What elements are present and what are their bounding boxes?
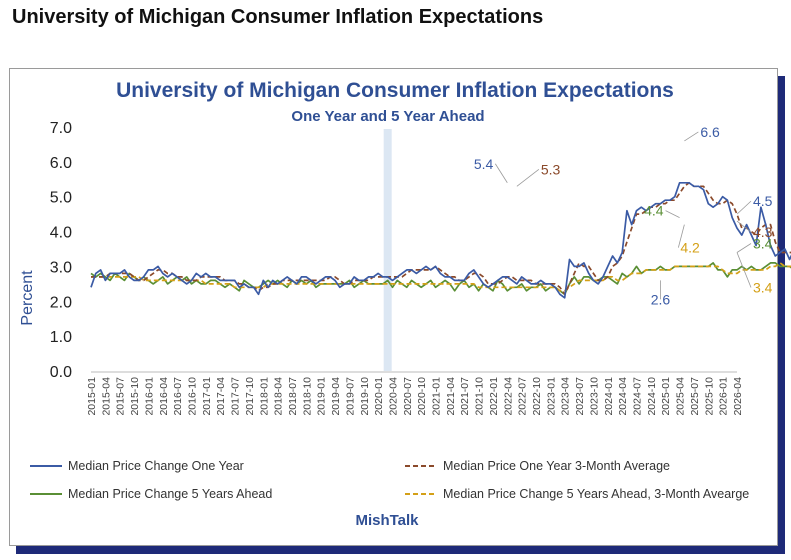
x-tick-label: 2016-04 [158, 377, 170, 416]
series-line-2 [91, 181, 791, 296]
annotation-leader [516, 168, 540, 187]
x-tick-label: 2023-04 [560, 377, 572, 416]
legend-label: Median Price One Year 3-Month Average [443, 459, 670, 473]
x-tick-label: 2019-01 [316, 377, 328, 416]
x-tick-label: 2025-04 [675, 377, 687, 416]
chart-frame [9, 68, 778, 546]
covid-highlight-band [383, 129, 392, 371]
x-tick-label: 2022-07 [517, 377, 529, 416]
y-tick-label: 7.0 [50, 120, 72, 137]
series-line-3 [90, 262, 791, 296]
x-tick-label: 2022-04 [502, 377, 514, 416]
y-tick-label: 6.0 [50, 155, 72, 172]
x-tick-label: 2021-01 [431, 377, 443, 416]
x-tick-label: 2025-10 [703, 377, 715, 416]
series-layer [90, 181, 791, 299]
x-tick-label: 2016-10 [186, 377, 198, 416]
annotation-label: 5.4 [474, 156, 494, 172]
x-tick-label: 2019-10 [359, 377, 371, 416]
y-tick-label: 1.0 [50, 329, 72, 346]
x-tick-label: 2024-01 [603, 377, 615, 416]
x-tick-label: 2017-01 [201, 377, 213, 416]
page-heading: University of Michigan Consumer Inflatio… [12, 6, 544, 28]
x-tick-label: 2021-07 [459, 377, 471, 416]
annotation-label: 4.4 [644, 203, 664, 219]
annotations: 5.4 5.32.66.64.44.24.54.33.43.4 [474, 124, 773, 307]
x-tick-label: 2025-07 [689, 377, 701, 416]
legend: Median Price Change One Year Median Price… [30, 459, 749, 501]
x-tick-label: 2015-01 [86, 377, 98, 416]
x-tick-label: 2015-04 [100, 377, 112, 416]
x-tick-label: 2020-01 [373, 377, 385, 416]
x-tick-label: 2021-10 [474, 377, 486, 416]
legend-label: Median Price Change 5 Years Ahead [68, 487, 272, 501]
annotation-label: 6.6 [700, 124, 720, 140]
x-tick-label: 2022-01 [488, 377, 500, 416]
x-tick-label: 2018-01 [258, 377, 270, 416]
x-tick-label: 2023-07 [574, 377, 586, 416]
annotation-leader [665, 210, 680, 218]
x-tick-label: 2023-10 [588, 377, 600, 416]
source-label: MishTalk [355, 512, 419, 529]
x-tick-label: 2018-07 [287, 377, 299, 416]
x-tick-label: 2020-04 [387, 377, 399, 416]
y-tick-labels: 0.0 1.0 2.0 3.0 4.0 5.0 6.0 7.0 [50, 120, 72, 381]
x-tick-label: 2023-01 [545, 377, 557, 416]
x-tick-label: 2019-04 [330, 377, 342, 416]
annotation-label: 4.2 [680, 240, 700, 256]
x-tick-label: 2024-04 [617, 377, 629, 416]
x-tick-label: 2024-10 [646, 377, 658, 416]
x-tick-label: 2024-07 [632, 377, 644, 416]
annotation-leader [736, 243, 752, 253]
annotation-leader [494, 163, 508, 183]
x-tick-label: 2016-07 [172, 377, 184, 416]
y-tick-label: 5.0 [50, 190, 72, 207]
x-tick-label: 2021-04 [445, 377, 457, 416]
x-tick-label: 2017-04 [215, 377, 227, 416]
x-tick-label: 2022-10 [531, 377, 543, 416]
y-tick-label: 2.0 [50, 294, 72, 311]
x-tick-label: 2015-07 [115, 377, 127, 416]
annotation-leader [677, 224, 685, 248]
x-tick-label: 2025-01 [660, 377, 672, 416]
legend-label: Median Price Change One Year [68, 459, 244, 473]
annotation-label: 3.4 [753, 279, 773, 295]
y-tick-label: 4.0 [50, 225, 72, 242]
annotation-leader [736, 200, 752, 215]
x-tick-label: 2020-10 [416, 377, 428, 416]
y-axis-label: Percent [19, 270, 36, 326]
series-line-1 [90, 181, 791, 299]
annotation-label: 5.3 [541, 161, 561, 177]
x-tick-label: 2018-04 [273, 377, 285, 416]
x-tick-label: 2015-10 [129, 377, 141, 416]
y-tick-label: 0.0 [50, 364, 72, 381]
x-tick-label: 2020-07 [402, 377, 414, 416]
y-tick-label: 3.0 [50, 259, 72, 276]
annotation-label: 4.3 [753, 224, 773, 240]
x-tick-label: 2019-07 [344, 377, 356, 416]
x-tick-label: 2026-01 [718, 377, 730, 416]
chart-subtitle: One Year and 5 Year Ahead [291, 108, 484, 125]
x-tick-label: 2017-07 [230, 377, 242, 416]
x-tick-label: 2026-04 [732, 377, 744, 416]
annotation-label: 2.6 [651, 291, 671, 307]
annotation-leader [736, 220, 752, 233]
chart-title: University of Michigan Consumer Inflatio… [116, 79, 674, 102]
annotation-label: 4.5 [753, 193, 773, 209]
annotation-label: 3.4 [753, 235, 773, 251]
legend-label: Median Price Change 5 Years Ahead, 3-Mon… [443, 487, 749, 501]
x-tick-label: 2017-10 [244, 377, 256, 416]
annotation-leader [684, 131, 699, 142]
x-tick-labels: 2015-01 2015-04 2015-07 2015-10 2016-01 2016-… [86, 377, 744, 416]
x-tick-label: 2016-01 [143, 377, 155, 416]
annotation-leader [736, 252, 752, 288]
x-tick-label: 2018-10 [301, 377, 313, 416]
